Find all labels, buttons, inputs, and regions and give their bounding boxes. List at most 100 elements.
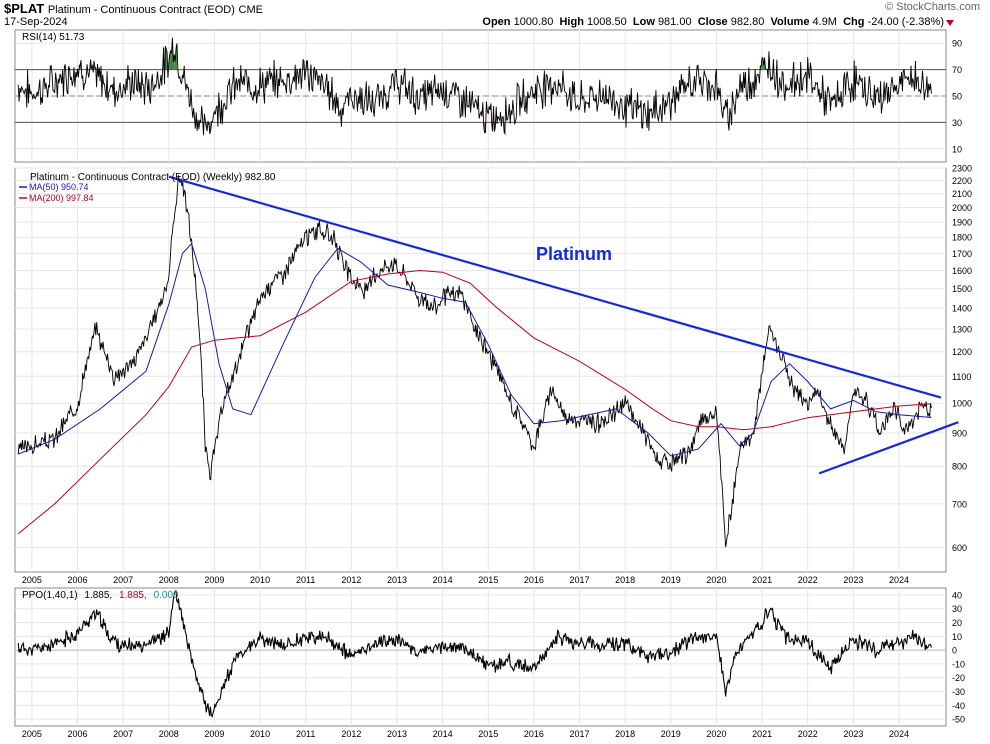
ppo-tick-label-40: 40 [952, 590, 962, 600]
year-label-2012: 2012 [341, 575, 361, 585]
rsi-tick-label-90: 90 [952, 39, 962, 49]
price-tick-label-1100: 1100 [952, 372, 971, 382]
price-tick-label-700: 700 [952, 499, 967, 509]
ma200-legend: MA(200) 997.84 [29, 193, 94, 203]
year-label-2017: 2017 [570, 729, 590, 739]
price-tick-label-800: 800 [952, 462, 967, 472]
ppo-legend-name: PPO(1,40,1) [22, 590, 78, 601]
price-tick-label-2200: 2200 [952, 176, 972, 186]
year-label-2018: 2018 [615, 575, 635, 585]
ppo-tick-label--50: -50 [952, 715, 965, 725]
ppo-tick-label-10: 10 [952, 632, 962, 642]
year-label-2015: 2015 [478, 575, 498, 585]
rsi-legend: RSI(14) 51.73 [22, 32, 85, 43]
ppo-line [17, 590, 932, 718]
ma50-line [18, 242, 932, 457]
ppo-legend-hist: 0.000 [154, 590, 179, 601]
price-tick-label-1600: 1600 [952, 266, 972, 276]
year-label-2010: 2010 [250, 729, 270, 739]
year-label-2014: 2014 [433, 575, 453, 585]
price-tick-label-2000: 2000 [952, 203, 972, 213]
trendline-upper [168, 175, 942, 399]
year-label-2006: 2006 [68, 575, 88, 585]
year-label-2020: 2020 [706, 575, 726, 585]
volume-value: 4.9M [812, 16, 837, 28]
price-line [17, 175, 932, 548]
price-tick-label-1700: 1700 [952, 249, 972, 259]
ppo-tick-label--30: -30 [952, 687, 965, 697]
year-label-2014: 2014 [433, 729, 453, 739]
price-tick-label-1300: 1300 [952, 325, 972, 335]
ppo-tick-label-30: 30 [952, 604, 962, 614]
year-label-2016: 2016 [524, 729, 544, 739]
year-label-2024: 2024 [889, 575, 909, 585]
year-label-2013: 2013 [387, 729, 407, 739]
rsi-line [17, 37, 932, 136]
ppo-legend-signal: 1.885, [119, 590, 147, 601]
year-label-2008: 2008 [159, 729, 179, 739]
ppo-legend: PPO(1,40,1) 1.885, 1.885, 0.000 [22, 590, 179, 601]
price-tick-label-1000: 1000 [952, 399, 972, 409]
brand-watermark: © StockCharts.com [885, 1, 980, 13]
ma50-legend: MA(50) 950.74 [29, 182, 89, 192]
ppo-tick-label-20: 20 [952, 618, 962, 628]
ma200-line [17, 269, 932, 535]
year-label-2008: 2008 [159, 575, 179, 585]
price-tick-label-2100: 2100 [952, 189, 972, 199]
trendline-lower [818, 421, 959, 475]
year-label-2021: 2021 [752, 575, 772, 585]
rsi-overbought-fill [762, 57, 763, 70]
year-label-2017: 2017 [570, 575, 590, 585]
year-label-2024: 2024 [889, 729, 909, 739]
open-value: 1000.80 [513, 16, 554, 28]
price-tick-label-900: 900 [952, 428, 967, 438]
year-label-2022: 2022 [798, 729, 818, 739]
year-label-2023: 2023 [843, 575, 863, 585]
platinum-annotation: Platinum [536, 244, 612, 264]
close-value: 982.80 [730, 16, 765, 28]
change-value: -24.00 (-2.38%) [867, 16, 944, 28]
ppo-panel-frame [14, 587, 947, 727]
ohlc-bar: Open 1000.80 High 1008.50 Low 981.00 Clo… [482, 16, 944, 28]
price-panel-title: Platinum - Continuous Contract (EOD) (We… [30, 172, 276, 183]
price-tick-label-1900: 1900 [952, 217, 972, 227]
year-label-2023: 2023 [843, 729, 863, 739]
year-label-2020: 2020 [706, 729, 726, 739]
year-label-2005: 2005 [22, 575, 42, 585]
year-label-2006: 2006 [68, 729, 88, 739]
year-label-2016: 2016 [524, 575, 544, 585]
exchange: CME [238, 4, 263, 16]
rsi-tick-label-30: 30 [952, 118, 962, 128]
year-label-2011: 2011 [296, 729, 315, 739]
year-label-2011: 2011 [296, 575, 315, 585]
price-tick-label-2300: 2300 [952, 164, 972, 174]
price-tick-label-1200: 1200 [952, 347, 972, 357]
high-value: 1008.50 [586, 16, 627, 28]
year-label-2019: 2019 [661, 575, 681, 585]
year-label-2022: 2022 [798, 575, 818, 585]
year-label-2015: 2015 [478, 729, 498, 739]
rsi-overbought-fill [170, 50, 172, 70]
ppo-tick-label--20: -20 [952, 673, 965, 683]
ppo-tick-label--10: -10 [952, 659, 965, 669]
year-label-2010: 2010 [250, 575, 270, 585]
year-label-2005: 2005 [22, 729, 42, 739]
year-label-2018: 2018 [615, 729, 635, 739]
chart-date: 17-Sep-2024 [4, 16, 68, 28]
ppo-legend-value: 1.885, [84, 590, 112, 601]
low-value: 981.00 [657, 16, 692, 28]
year-label-2013: 2013 [387, 575, 407, 585]
year-label-2012: 2012 [341, 729, 361, 739]
price-tick-label-1400: 1400 [952, 304, 972, 314]
year-label-2007: 2007 [113, 729, 133, 739]
year-label-2019: 2019 [661, 729, 681, 739]
year-label-2021: 2021 [752, 729, 772, 739]
rsi-tick-label-70: 70 [952, 65, 962, 75]
rsi-tick-label-50: 50 [952, 92, 962, 102]
ticker-symbol: $PLAT [4, 1, 45, 16]
instrument-name: Platinum - Continuous Contract (EOD) [47, 4, 235, 16]
down-arrow-icon [946, 20, 954, 26]
price-tick-label-1500: 1500 [952, 284, 972, 294]
price-panel-frame [14, 167, 947, 573]
